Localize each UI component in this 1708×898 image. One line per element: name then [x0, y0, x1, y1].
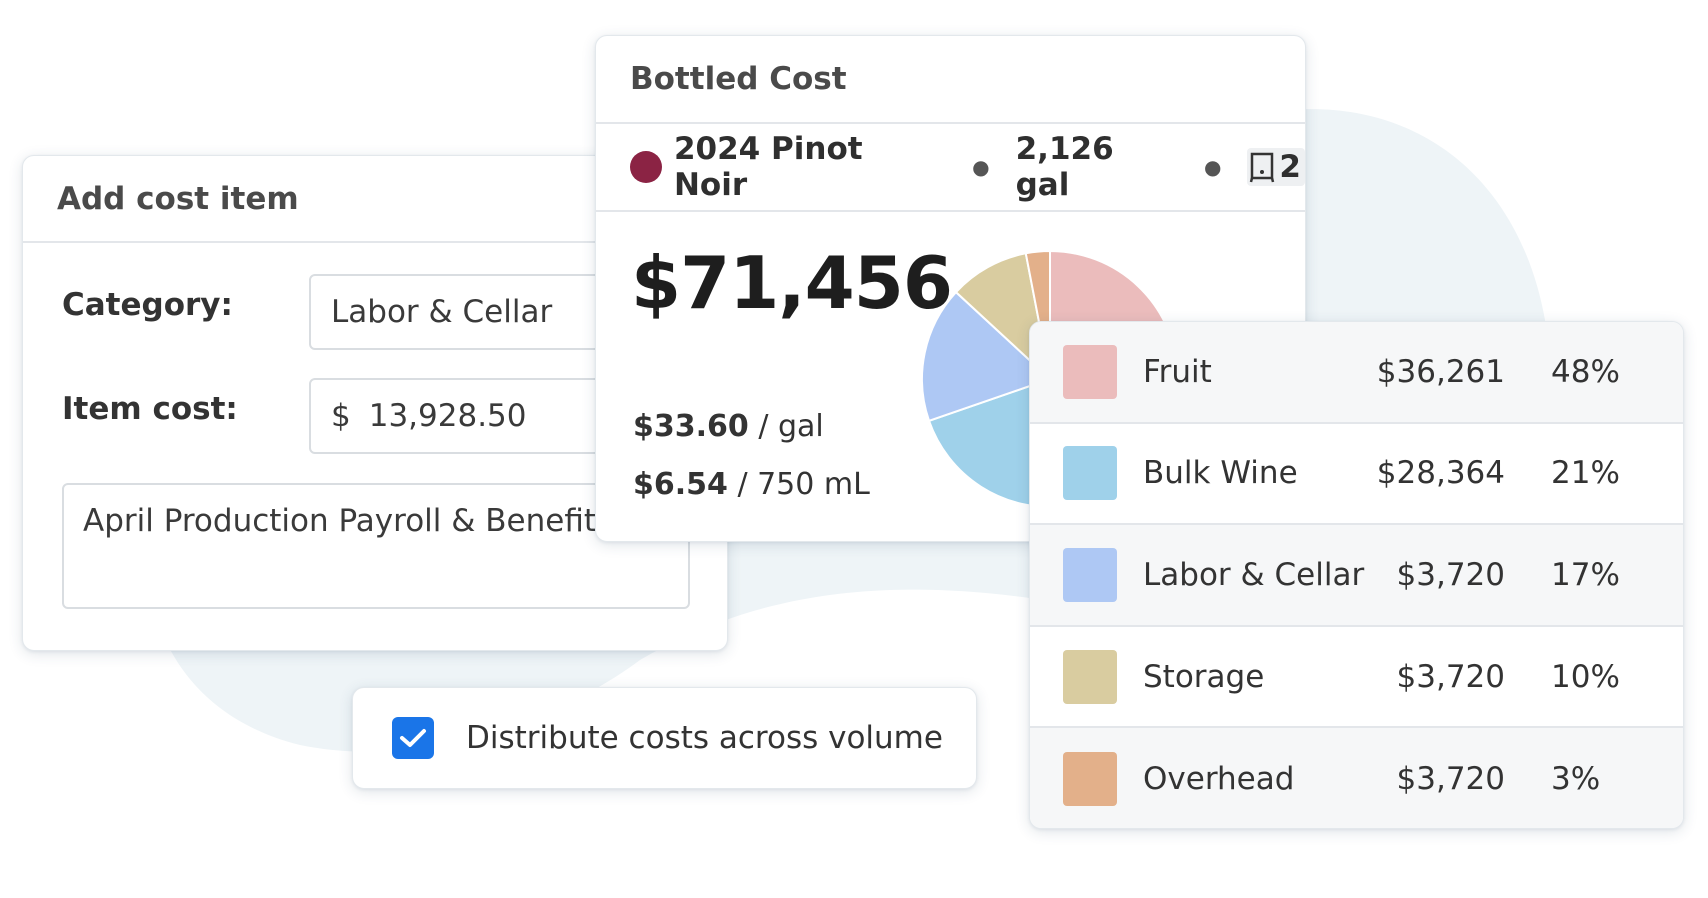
item-cost-label: Item cost: — [62, 391, 238, 427]
legend-row-labor-cellar: Labor & Cellar $3,720 17% — [1030, 525, 1683, 627]
lot-name[interactable]: 2024 Pinot Noir — [673, 131, 863, 203]
legend-swatch — [1063, 547, 1117, 602]
item-cost-value: 13,928.50 — [368, 398, 527, 434]
currency-symbol: $ — [331, 398, 351, 434]
legend-amount: $3,720 — [1396, 658, 1505, 695]
cost-per-gal: $33.60 / gal — [633, 409, 824, 444]
distribute-costs-card: Distribute costs across volume — [352, 687, 977, 789]
legend-category: Overhead — [1143, 761, 1295, 798]
add-cost-item-title: Add cost item — [23, 156, 727, 243]
total-cost: $71,456 — [631, 241, 953, 325]
separator-dot: ● — [1203, 155, 1222, 179]
legend-category: Labor & Cellar — [1143, 556, 1365, 593]
pie-slice-labor-cellar — [921, 290, 1052, 423]
legend-percent: 10% — [1551, 658, 1620, 695]
cost-per-bottle: $6.54 / 750 mL — [633, 467, 870, 502]
legend-amount: $36,261 — [1376, 353, 1505, 390]
legend-percent: 21% — [1551, 455, 1620, 492]
description-textarea[interactable]: April Production Payroll & Benefits — [62, 483, 690, 609]
legend-row-storage: Storage $3,720 10% — [1030, 627, 1683, 729]
lot-summary: 2024 Pinot Noir ● 2,126 gal ● 2 — [596, 124, 1305, 212]
legend-swatch — [1063, 446, 1117, 501]
legend-amount: $3,720 — [1396, 556, 1505, 593]
legend-swatch — [1063, 649, 1117, 704]
item-cost-input[interactable]: $ 13,928.50 — [309, 378, 709, 454]
category-select[interactable]: Labor & Cellar — [309, 274, 709, 350]
legend-amount: $28,364 — [1376, 455, 1505, 492]
per-gal-unit: / gal — [748, 409, 824, 444]
description-value: April Production Payroll & Benefits — [83, 503, 613, 539]
lot-volume: 2,126 gal — [1015, 131, 1114, 203]
checkmark-icon — [400, 729, 426, 747]
separator-dot: ● — [972, 155, 990, 179]
bottled-cost-title: Bottled Cost — [596, 36, 1305, 124]
legend-category: Fruit — [1143, 353, 1212, 390]
per-bottle-value: $6.54 — [633, 467, 728, 502]
legend-category: Storage — [1143, 658, 1265, 695]
legend-row-fruit: Fruit $36,261 48% — [1030, 322, 1683, 424]
legend-row-bulk-wine: Bulk Wine $28,364 21% — [1030, 424, 1683, 526]
cost-breakdown-legend: Fruit $36,261 48% Bulk Wine $28,364 21% Labor … — [1029, 321, 1684, 829]
legend-percent: 3% — [1551, 761, 1601, 798]
tank-icon — [1250, 152, 1275, 183]
pie-slice-storage — [954, 252, 1052, 382]
per-bottle-unit: / 750 mL — [727, 467, 870, 502]
legend-percent: 48% — [1551, 353, 1620, 390]
legend-amount: $3,720 — [1396, 761, 1505, 798]
distribute-checkbox[interactable] — [392, 717, 434, 759]
category-value: Labor & Cellar — [331, 294, 553, 330]
per-gal-value: $33.60 — [633, 409, 749, 444]
legend-swatch — [1063, 752, 1117, 807]
tank-badge[interactable]: 2 — [1247, 148, 1305, 186]
legend-category: Bulk Wine — [1143, 455, 1298, 492]
distribute-label: Distribute costs across volume — [466, 720, 943, 756]
legend-percent: 17% — [1551, 556, 1620, 593]
legend-row-overhead: Overhead $3,720 3% — [1030, 728, 1683, 828]
wine-color-dot — [630, 151, 662, 183]
legend-swatch — [1063, 344, 1117, 399]
category-label: Category: — [62, 287, 233, 323]
tank-count: 2 — [1279, 149, 1301, 185]
